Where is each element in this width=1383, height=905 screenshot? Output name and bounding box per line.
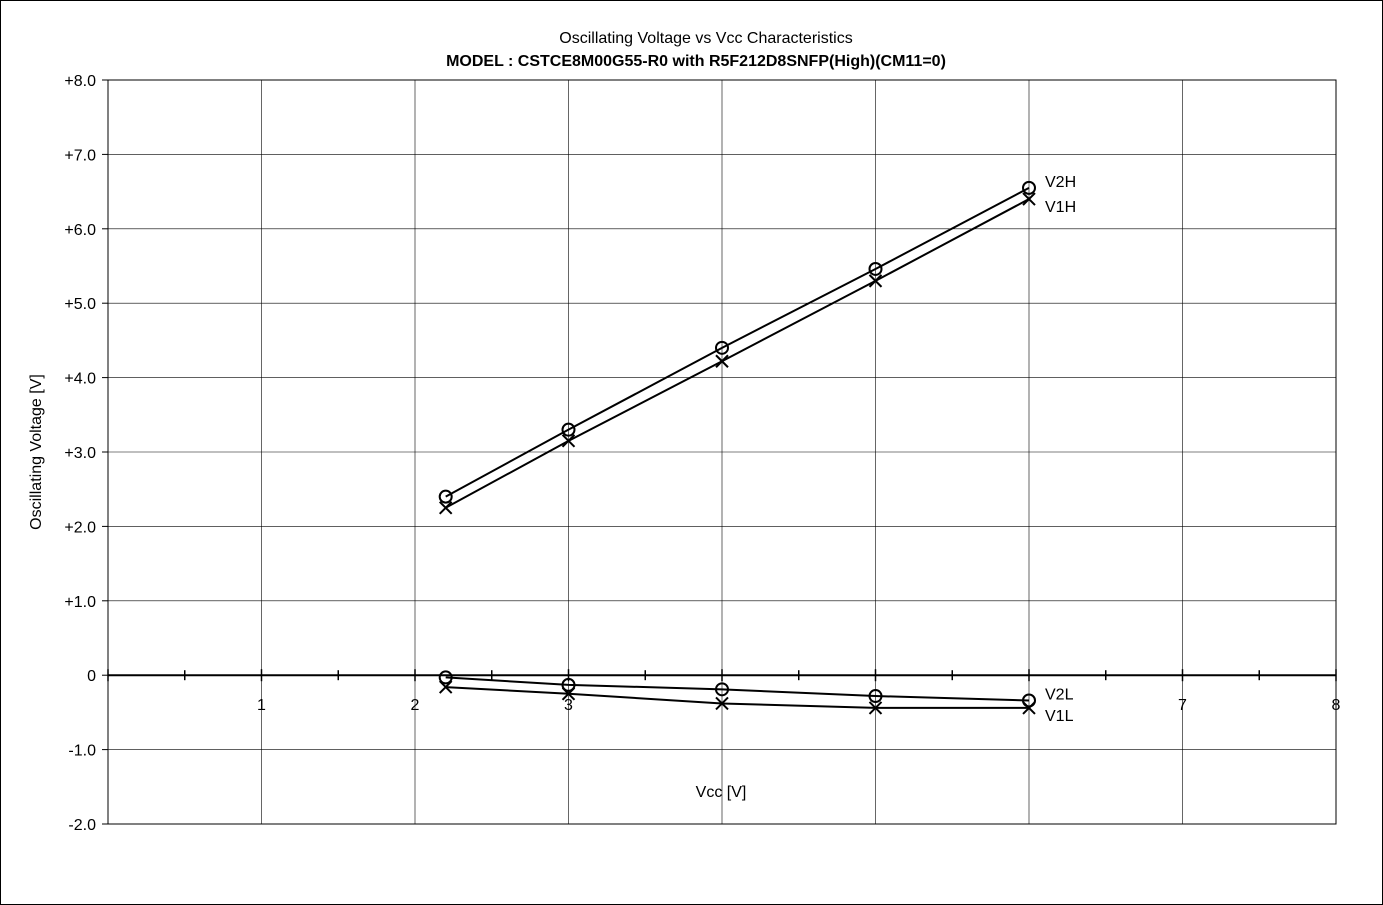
data-point [715,340,729,355]
series-label: V2L [1045,686,1074,703]
data-point [868,701,883,715]
chart-title: Oscillating Voltage vs Vcc Characteristi… [559,30,852,47]
y-tick-label: +3.0 [64,445,96,462]
y-tick-label: -2.0 [68,817,96,834]
y-tick-label: 0 [87,668,96,685]
data-point [561,422,576,437]
series-v1h: V1H [438,192,1076,515]
tick-labels: -2.0 -1.0 0 +1.0 +2.0 +3.0 +4.0 +5.0 +6.0 +7.0 +8.… [64,73,1340,834]
chart-subtitle: MODEL : CSTCE8M00G55-R0 with R5F212D8SNF… [446,53,946,70]
data-point [561,687,576,701]
data-point [868,261,883,276]
series-v2l: V2L [438,670,1074,708]
series-line [445,198,1030,509]
data-point [1022,701,1036,715]
y-tick-label: +7.0 [64,147,96,164]
data-point [715,682,729,697]
y-tick-label: +6.0 [64,222,96,239]
data-point [438,501,453,515]
data-point [438,489,453,504]
data-point [715,354,729,368]
data-point [868,274,883,288]
series-group: V2H V1H V2L V1L [438,174,1076,725]
y-tick-label: +5.0 [64,296,96,313]
series-v1l: V1L [438,680,1074,725]
data-point [561,434,576,448]
data-point [1022,180,1036,195]
series-line [445,676,1030,702]
x-axis-label: Vcc [V] [696,784,747,801]
y-tick-label: -1.0 [68,743,96,760]
data-point [561,677,576,692]
x-tick-label: 2 [411,697,420,714]
series-v2h: V2H [438,174,1076,504]
series-label: V2H [1045,174,1076,191]
data-point [438,680,453,694]
data-point [1022,693,1036,708]
x-tick-label: 1 [257,697,266,714]
series-label: V1H [1045,199,1076,216]
y-axis-label: Oscillating Voltage [V] [28,374,45,530]
series-label: V1L [1045,708,1074,725]
data-point [868,689,883,704]
x-tick-label: 8 [1332,697,1341,714]
y-tick-label: +1.0 [64,594,96,611]
axes [102,79,1337,825]
y-tick-label: +2.0 [64,519,96,536]
data-point [1022,192,1036,206]
data-point [438,670,453,685]
x-tick-label: 7 [1178,697,1187,714]
grid [107,79,1337,825]
y-tick-label: +8.0 [64,73,96,90]
series-line [445,186,1030,498]
y-tick-label: +4.0 [64,371,96,388]
data-point [715,696,729,711]
x-tick-label: 3 [564,697,573,714]
